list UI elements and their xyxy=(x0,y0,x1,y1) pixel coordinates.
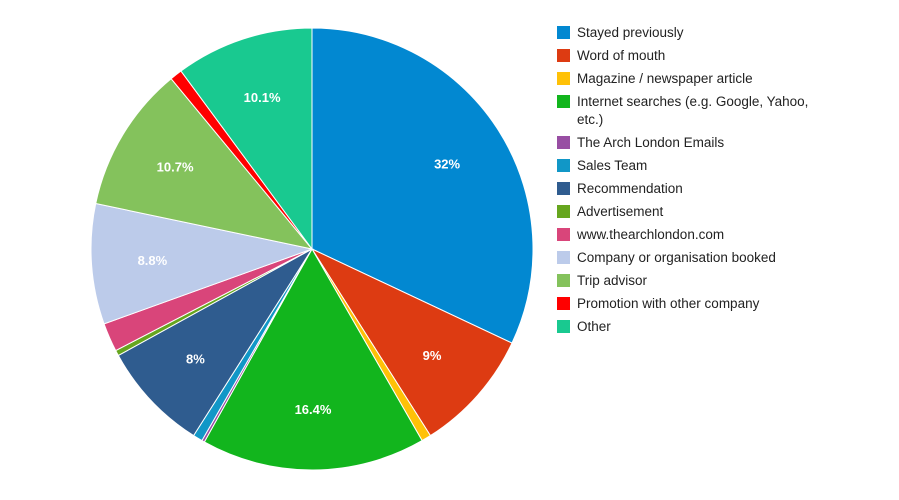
legend-swatch xyxy=(557,95,570,108)
legend-swatch xyxy=(557,159,570,172)
pie-chart: 32% 9% 16.4% 8% 8.8% 10.7% 10.1% xyxy=(90,27,534,471)
pie-slice xyxy=(203,247,423,471)
pie-slice xyxy=(90,202,314,325)
legend-item: Other xyxy=(557,318,817,336)
legend-item: Recommendation xyxy=(557,180,817,198)
legend-swatch xyxy=(557,297,570,310)
legend-item: Company or organisation booked xyxy=(557,249,817,267)
legend-item: Advertisement xyxy=(557,203,817,221)
legend-item: Promotion with other company xyxy=(557,295,817,313)
legend-item: www.thearchlondon.com xyxy=(557,226,817,244)
legend-swatch xyxy=(557,320,570,333)
legend-item: Internet searches (e.g. Google, Yahoo, e… xyxy=(557,93,817,129)
legend-label: Magazine / newspaper article xyxy=(577,71,753,86)
legend-label: Internet searches (e.g. Google, Yahoo, e… xyxy=(577,94,809,127)
pie-slice xyxy=(311,27,534,344)
slice-data-label: 10.7% xyxy=(157,159,194,174)
pie-slice xyxy=(180,27,313,251)
legend-label: www.thearchlondon.com xyxy=(577,227,725,242)
legend-label: Promotion with other company xyxy=(577,296,760,311)
legend-label: Stayed previously xyxy=(577,25,684,40)
legend-label: Recommendation xyxy=(577,181,683,196)
legend-item: Trip advisor xyxy=(557,272,817,290)
chart-legend: Stayed previously Word of mouth Magazine /… xyxy=(557,24,817,341)
legend-swatch xyxy=(557,251,570,264)
legend-label: Sales Team xyxy=(577,158,648,173)
legend-label: Word of mouth xyxy=(577,48,666,63)
legend-item: Sales Team xyxy=(557,157,817,175)
legend-swatch xyxy=(557,205,570,218)
legend-item: Stayed previously xyxy=(557,24,817,42)
legend-label: The Arch London Emails xyxy=(577,135,725,150)
legend-swatch xyxy=(557,72,570,85)
legend-swatch xyxy=(557,26,570,39)
legend-swatch xyxy=(557,274,570,287)
legend-label: Advertisement xyxy=(577,204,664,219)
legend-swatch xyxy=(557,136,570,149)
slice-data-label: 8% xyxy=(186,352,205,367)
slice-data-label: 9% xyxy=(423,348,442,363)
slice-data-label: 32% xyxy=(434,156,460,171)
legend-swatch xyxy=(557,49,570,62)
legend-label: Trip advisor xyxy=(577,273,648,288)
slice-data-label: 10.1% xyxy=(244,90,281,105)
legend-item: Word of mouth xyxy=(557,47,817,65)
pie-slice xyxy=(95,78,314,250)
legend-label: Other xyxy=(577,319,611,334)
legend-swatch xyxy=(557,182,570,195)
slice-data-label: 16.4% xyxy=(295,402,332,417)
legend-label: Company or organisation booked xyxy=(577,250,776,265)
legend-swatch xyxy=(557,228,570,241)
legend-item: Magazine / newspaper article xyxy=(557,70,817,88)
slice-data-label: 8.8% xyxy=(138,253,168,268)
pie-slice xyxy=(117,248,313,437)
pie-slice xyxy=(310,247,513,437)
legend-item: The Arch London Emails xyxy=(557,134,817,152)
